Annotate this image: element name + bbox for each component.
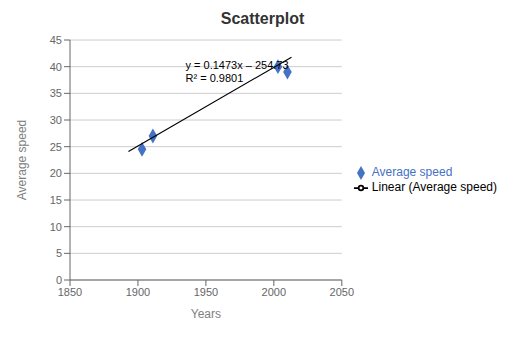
svg-text:5: 5 [56, 247, 62, 259]
html-text:Linear (Average speed): Linear (Average speed) [371, 180, 497, 194]
svg-text:0: 0 [56, 274, 62, 286]
svg-text:10: 10 [50, 221, 62, 233]
html-text:Scatterplot: Scatterplot [220, 10, 305, 27]
svg-text:Average speed: Average speed [15, 120, 29, 201]
svg-text:1850: 1850 [58, 286, 82, 298]
svg-text:35: 35 [50, 87, 62, 99]
svg-text:30: 30 [50, 114, 62, 126]
svg-text:y = 0.1473x – 254.73R² = 0.980: y = 0.1473x – 254.73R² = 0.9801 [186, 59, 289, 85]
svg-text:45: 45 [50, 34, 62, 46]
svg-text:1900: 1900 [126, 286, 150, 298]
svg-text:Years: Years [191, 307, 221, 321]
svg-text:15: 15 [50, 194, 62, 206]
svg-text:2050: 2050 [330, 286, 354, 298]
svg-text:20: 20 [50, 167, 62, 179]
svg-text:25: 25 [50, 141, 62, 153]
svg-text:2000: 2000 [262, 286, 286, 298]
html-text:Average speed: Average speed [371, 165, 453, 180]
svg-text:1950: 1950 [194, 286, 218, 298]
svg-text:40: 40 [50, 61, 62, 73]
